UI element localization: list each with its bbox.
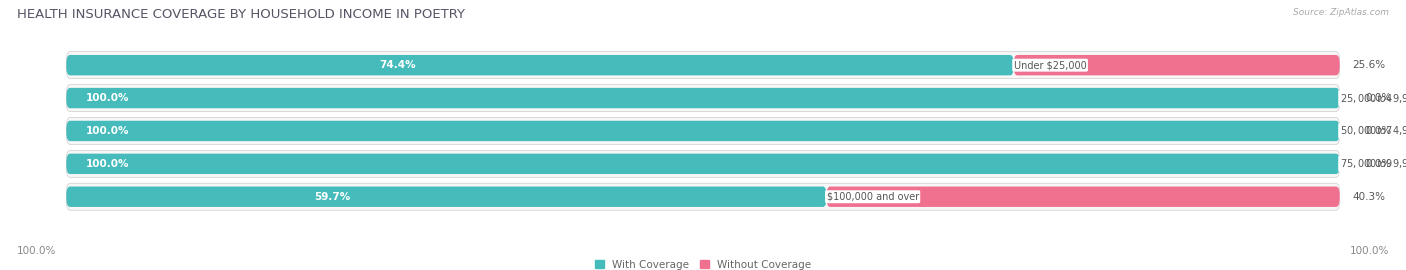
Text: Source: ZipAtlas.com: Source: ZipAtlas.com — [1294, 8, 1389, 17]
FancyBboxPatch shape — [66, 150, 1340, 177]
Text: 25.6%: 25.6% — [1353, 60, 1385, 70]
FancyBboxPatch shape — [66, 52, 1340, 79]
Text: HEALTH INSURANCE COVERAGE BY HOUSEHOLD INCOME IN POETRY: HEALTH INSURANCE COVERAGE BY HOUSEHOLD I… — [17, 8, 465, 21]
Text: 59.7%: 59.7% — [315, 192, 350, 202]
FancyBboxPatch shape — [1014, 55, 1340, 75]
Text: 100.0%: 100.0% — [17, 247, 56, 256]
Text: 100.0%: 100.0% — [86, 93, 129, 103]
Text: Under $25,000: Under $25,000 — [1014, 60, 1087, 70]
Text: 100.0%: 100.0% — [86, 159, 129, 169]
FancyBboxPatch shape — [66, 121, 1340, 141]
Text: 0.0%: 0.0% — [1365, 159, 1392, 169]
Text: 0.0%: 0.0% — [1365, 93, 1392, 103]
FancyBboxPatch shape — [66, 55, 1014, 75]
FancyBboxPatch shape — [66, 183, 1340, 210]
Legend: With Coverage, Without Coverage: With Coverage, Without Coverage — [591, 256, 815, 270]
Text: 0.0%: 0.0% — [1365, 126, 1392, 136]
FancyBboxPatch shape — [66, 88, 1340, 108]
FancyBboxPatch shape — [66, 187, 827, 207]
Text: 100.0%: 100.0% — [1350, 247, 1389, 256]
FancyBboxPatch shape — [66, 154, 1340, 174]
Text: $100,000 and over: $100,000 and over — [827, 192, 918, 202]
Text: 100.0%: 100.0% — [86, 126, 129, 136]
Text: 40.3%: 40.3% — [1353, 192, 1385, 202]
Text: $50,000 to $74,999: $50,000 to $74,999 — [1340, 124, 1406, 137]
Text: $25,000 to $49,999: $25,000 to $49,999 — [1340, 92, 1406, 104]
Text: $75,000 to $99,999: $75,000 to $99,999 — [1340, 157, 1406, 170]
FancyBboxPatch shape — [66, 117, 1340, 144]
Text: 74.4%: 74.4% — [380, 60, 416, 70]
FancyBboxPatch shape — [66, 85, 1340, 112]
FancyBboxPatch shape — [827, 187, 1340, 207]
